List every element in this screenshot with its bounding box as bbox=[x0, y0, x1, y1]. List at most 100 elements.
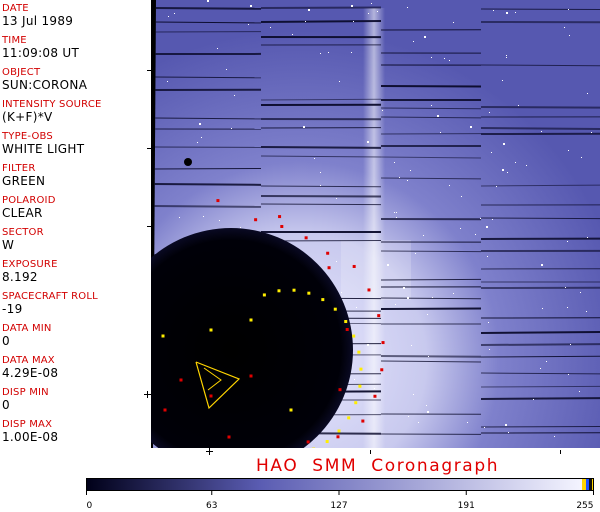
dropout-line bbox=[480, 127, 600, 130]
star bbox=[502, 80, 503, 81]
dropout-line bbox=[153, 76, 262, 79]
red-marker bbox=[216, 199, 220, 203]
star bbox=[444, 58, 445, 59]
star bbox=[154, 131, 155, 132]
star bbox=[586, 311, 587, 312]
star bbox=[308, 9, 310, 11]
meta-label: DATA MIN bbox=[2, 323, 52, 334]
star bbox=[396, 217, 397, 218]
meta-label: OBJECT bbox=[2, 67, 41, 78]
star bbox=[489, 349, 490, 350]
star bbox=[203, 216, 204, 217]
star bbox=[250, 5, 252, 7]
red-marker bbox=[254, 218, 258, 222]
instrument-caption: HAO SMM Coronagraph bbox=[256, 456, 500, 476]
colorbar-accent bbox=[586, 478, 589, 491]
dropout-line bbox=[153, 21, 262, 24]
meta-intensity-source: INTENSITY SOURCE (K+F)*V bbox=[2, 99, 102, 124]
yellow-marker bbox=[325, 440, 329, 444]
meta-value: W bbox=[2, 238, 15, 252]
dark-spot bbox=[184, 158, 192, 166]
star bbox=[493, 10, 494, 11]
star bbox=[371, 3, 372, 4]
dropout-line bbox=[480, 64, 600, 67]
meta-value: 8.192 bbox=[2, 270, 38, 284]
star bbox=[403, 287, 405, 289]
star bbox=[488, 322, 489, 323]
star bbox=[580, 292, 581, 293]
meta-exposure: EXPOSURE 8.192 bbox=[2, 259, 58, 284]
yellow-marker bbox=[289, 408, 293, 412]
star bbox=[491, 152, 492, 153]
star bbox=[354, 379, 355, 380]
star bbox=[305, 21, 306, 22]
star bbox=[413, 41, 414, 42]
dropout-line bbox=[260, 185, 382, 188]
meta-disp-max: DISP MAX 1.00E-08 bbox=[2, 419, 58, 444]
star bbox=[431, 105, 432, 106]
star bbox=[567, 241, 568, 242]
star bbox=[526, 165, 527, 166]
corona-bright-region bbox=[341, 240, 411, 300]
red-marker bbox=[345, 328, 349, 332]
yellow-marker bbox=[344, 320, 348, 324]
star bbox=[540, 368, 541, 369]
meta-label: DISP MIN bbox=[2, 387, 49, 398]
red-marker bbox=[373, 394, 377, 398]
meta-polaroid: POLAROID CLEAR bbox=[2, 195, 56, 220]
star bbox=[507, 172, 508, 173]
star bbox=[226, 69, 227, 70]
star bbox=[587, 237, 588, 238]
dropout-line bbox=[380, 297, 482, 300]
meta-value: 1.00E-08 bbox=[2, 430, 59, 444]
dropout-line bbox=[380, 156, 482, 159]
star bbox=[579, 391, 580, 392]
colorbar-gradient bbox=[86, 478, 582, 491]
sun-direction-indicator-inner bbox=[203, 367, 222, 391]
axis-tick bbox=[147, 391, 148, 398]
red-marker bbox=[249, 374, 253, 378]
meta-object: OBJECT SUN:CORONA bbox=[2, 67, 87, 92]
red-marker bbox=[278, 215, 282, 219]
star bbox=[487, 256, 488, 257]
red-marker bbox=[306, 440, 310, 444]
star bbox=[467, 422, 468, 423]
meta-value: 0 bbox=[2, 334, 10, 348]
dropout-line bbox=[380, 107, 482, 110]
star bbox=[564, 27, 565, 28]
star bbox=[353, 21, 354, 22]
meta-date: DATE 13 Jul 1989 bbox=[2, 3, 73, 28]
dropout-line bbox=[153, 117, 262, 120]
star bbox=[394, 162, 395, 163]
red-marker bbox=[380, 368, 384, 372]
star bbox=[231, 128, 232, 129]
dropout-line bbox=[480, 217, 600, 220]
meta-label: DATA MAX bbox=[2, 355, 55, 366]
colorbar: 0 63 127 191 255 bbox=[86, 478, 600, 512]
red-marker bbox=[327, 266, 331, 270]
meta-label: FILTER bbox=[2, 163, 36, 174]
yellow-marker bbox=[352, 334, 356, 338]
star bbox=[502, 169, 504, 171]
star bbox=[461, 196, 462, 197]
dropout-line bbox=[380, 116, 482, 119]
star bbox=[418, 422, 419, 423]
meta-label: SECTOR bbox=[2, 227, 44, 238]
meta-type-obs: TYPE-OBS WHITE LIGHT bbox=[2, 131, 84, 156]
dropout-line bbox=[480, 372, 600, 375]
axis-tick bbox=[560, 450, 561, 454]
star bbox=[542, 308, 543, 309]
red-marker bbox=[227, 435, 231, 439]
red-marker bbox=[179, 378, 183, 382]
dropout-line bbox=[480, 331, 600, 334]
star bbox=[486, 226, 488, 228]
meta-data-max: DATA MAX 4.29E-08 bbox=[2, 355, 58, 380]
star bbox=[394, 212, 395, 213]
star bbox=[460, 228, 461, 229]
star bbox=[387, 264, 389, 266]
meta-value: 13 Jul 1989 bbox=[2, 14, 74, 28]
yellow-marker bbox=[347, 416, 351, 420]
meta-label: TYPE-OBS bbox=[2, 131, 53, 142]
meta-value: (K+F)*V bbox=[2, 110, 53, 124]
star bbox=[428, 356, 429, 357]
